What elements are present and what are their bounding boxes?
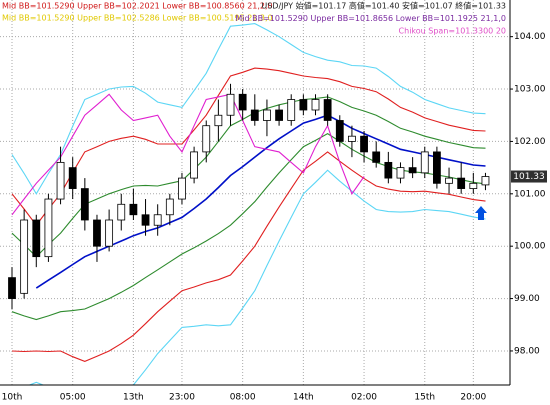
- line-series: [11, 67, 486, 227]
- plot-area: [8, 23, 490, 385]
- candle-body: [396, 167, 405, 179]
- candle-body: [299, 99, 308, 111]
- candle-body: [348, 135, 356, 142]
- header: Mid BB=101.5290 Upper BB=102.2021 Lower …: [2, 1, 506, 36]
- candle-body: [250, 109, 259, 121]
- line-series: [11, 93, 365, 216]
- y-tick-label: 103.00: [514, 85, 546, 95]
- candle-body: [384, 161, 393, 179]
- candle-body: [311, 99, 320, 111]
- line-series: [11, 23, 486, 195]
- candle-body: [481, 176, 490, 186]
- candle-body: [469, 182, 478, 189]
- y-tick-label: 104.00: [514, 32, 546, 42]
- x-tick-label: 02:00: [351, 393, 377, 403]
- candle-body: [226, 93, 235, 116]
- last-price-box: [511, 170, 547, 183]
- candle-body: [360, 135, 368, 153]
- candle-body: [32, 219, 41, 258]
- candle-body: [20, 219, 29, 294]
- line-series: [11, 151, 486, 362]
- line-series: [28, 169, 486, 385]
- candle-body: [263, 109, 271, 121]
- candle-body: [117, 203, 126, 221]
- x-tick-label: 20:00: [460, 393, 486, 403]
- candle-body: [68, 167, 77, 189]
- legend-text: Mid BB=101.5290 Upper BB=101.8656 Lower …: [235, 14, 506, 23]
- x-tick-label: 08:00: [230, 393, 256, 403]
- y-tick-label: 99.00: [514, 294, 540, 304]
- last-price-label: 101.33: [513, 172, 545, 182]
- candle-body: [275, 109, 283, 121]
- candle-body: [80, 188, 89, 221]
- candle-body: [105, 219, 114, 247]
- candle-body: [202, 125, 211, 153]
- candle-body: [214, 114, 223, 127]
- candle-body: [287, 99, 296, 121]
- candle-body: [238, 93, 247, 111]
- candle-body: [190, 151, 199, 179]
- x-tick-label: 10th: [2, 393, 23, 403]
- axis-labels: 98.00 99.00 100.00 101.00 102.00 103.00 104.00…: [2, 32, 547, 403]
- candle-body: [457, 177, 466, 189]
- legend-text: Chikou Span=101.3300 20: [399, 27, 506, 36]
- candle-body: [420, 151, 429, 174]
- y-tick-label: 102.00: [514, 137, 546, 147]
- legend-text: Mid BB=101.5290 Upper BB=102.5286 Lower …: [2, 14, 273, 23]
- candle-body: [129, 203, 138, 216]
- candle-body: [141, 214, 150, 226]
- y-tick-label: 101.00: [514, 189, 546, 199]
- x-tick-label: 15th: [414, 393, 435, 403]
- candle-body: [432, 151, 441, 184]
- candle-body: [178, 177, 186, 200]
- candle-body: [323, 99, 332, 121]
- x-tick-label: 14th: [293, 393, 314, 403]
- x-tick-label: 23:00: [169, 393, 195, 403]
- candle-body: [93, 219, 101, 247]
- candle-body: [408, 167, 417, 174]
- legend-text: USD/JPY 始値=101.17 高値=101.40 安値=101.07 終値…: [261, 1, 506, 11]
- candle-body: [153, 214, 162, 226]
- x-tick-label: 05:00: [60, 393, 86, 403]
- candle-body: [8, 277, 16, 299]
- line-series: [11, 132, 486, 321]
- line-series: [11, 96, 486, 258]
- y-tick-label: 98.00: [514, 346, 540, 356]
- y-tick-label: 100.00: [514, 242, 546, 252]
- arrow-marker: [475, 206, 487, 220]
- candle-body: [56, 161, 65, 200]
- x-tick-label: 13th: [123, 393, 144, 403]
- candle-body: [335, 120, 344, 142]
- candle-body: [44, 198, 53, 258]
- candle-body: [445, 177, 453, 184]
- legend-text: Mid BB=101.5290 Upper BB=102.2021 Lower …: [2, 2, 273, 11]
- candle-body: [372, 151, 381, 163]
- candle-body: [165, 198, 174, 216]
